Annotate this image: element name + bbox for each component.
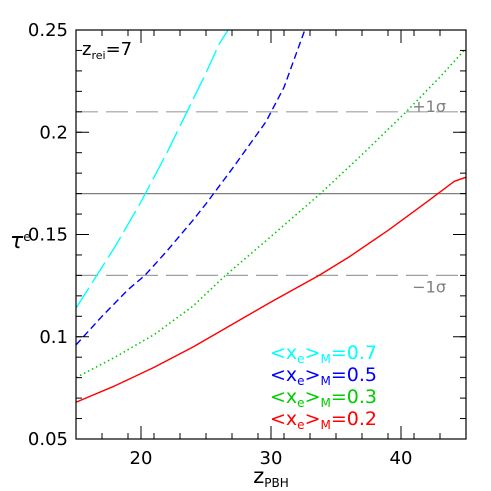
legend-entry-2: <xe>M=0.3	[270, 386, 377, 410]
x-axis-label: zPBH	[253, 464, 289, 490]
y-tick-label-3: 0.2	[39, 122, 68, 143]
series-line-0	[76, 30, 229, 309]
axis-ticks	[75, 29, 467, 440]
legend-entry-1: <xe>M=0.5	[270, 364, 377, 388]
x-tick-label-2: 40	[390, 448, 413, 469]
legend: <xe>M=0.7<xe>M=0.5<xe>M=0.3<xe>M=0.2	[270, 342, 377, 432]
x-tick-label-0: 20	[130, 448, 153, 469]
reference-label-2: −1σ	[412, 277, 446, 296]
x-tick-label-1: 30	[260, 448, 283, 469]
annotation-zrei: zrei=7	[82, 39, 132, 62]
series-line-3	[76, 176, 466, 403]
series-line-1	[76, 30, 306, 346]
legend-entry-3: <xe>M=0.2	[270, 408, 377, 432]
axis-labels: +1σ −1σ 20 30 40 0.05 0.1 0.15 0.2 0.25 zPBH τe zrei…	[10, 20, 446, 490]
y-tick-label-0: 0.05	[28, 429, 68, 450]
y-tick-label-2: 0.15	[28, 225, 68, 246]
reference-lines	[76, 111, 466, 276]
y-tick-label-1: 0.1	[39, 327, 68, 348]
y-axis-label: τe	[10, 229, 31, 254]
reference-label-0: +1σ	[412, 97, 446, 116]
series-lines	[76, 30, 466, 403]
legend-entry-0: <xe>M=0.7	[270, 342, 377, 366]
y-tick-label-4: 0.25	[28, 20, 68, 41]
series-line-2	[76, 47, 466, 379]
